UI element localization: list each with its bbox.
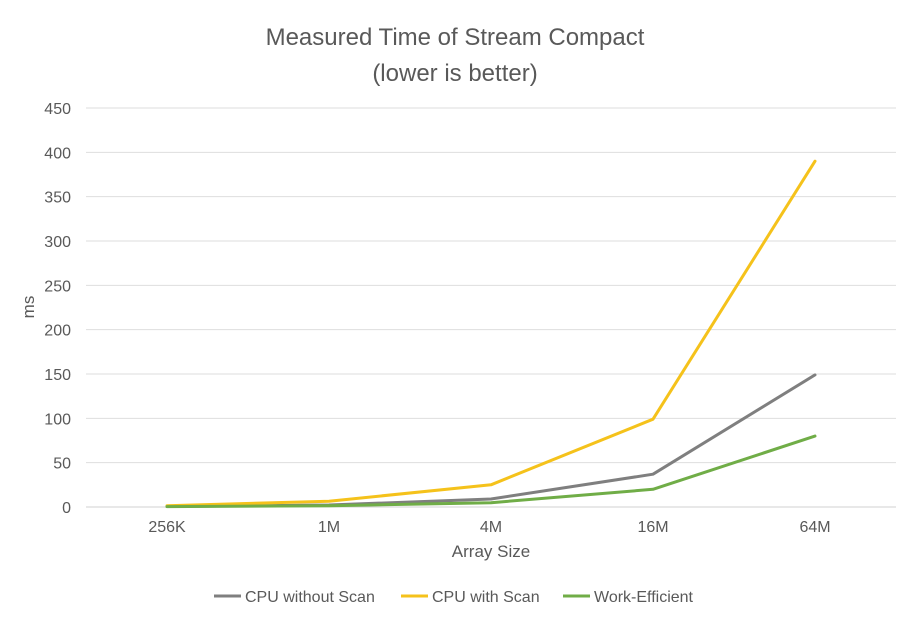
x-tick-label: 1M [318, 519, 340, 536]
y-tick-label: 450 [44, 101, 71, 118]
x-axis-ticks: 256K 1M 4M 16M 64M [148, 519, 830, 536]
y-tick-label: 250 [44, 278, 71, 295]
y-tick-label: 100 [44, 411, 71, 428]
legend: CPU without Scan CPU with Scan Work-Effici… [214, 589, 694, 606]
y-tick-label: 50 [53, 456, 71, 473]
y-tick-label: 0 [62, 500, 71, 517]
legend-entry: CPU without Scan [245, 589, 375, 606]
y-tick-label: 300 [44, 234, 71, 251]
x-tick-label: 64M [799, 519, 830, 536]
legend-entry: CPU with Scan [432, 589, 540, 606]
series-line-0 [165, 373, 817, 508]
y-tick-label: 400 [44, 145, 71, 162]
y-axis-ticks: 0 50 100 150 200 250 300 350 400 450 [44, 101, 71, 517]
x-tick-label: 16M [637, 519, 668, 536]
y-axis-label: ms [19, 296, 38, 319]
gridlines [86, 107, 896, 508]
chart-title: Measured Time of Stream Compact [266, 24, 645, 51]
series-line-2 [165, 434, 817, 509]
y-tick-label: 350 [44, 190, 71, 207]
x-tick-label: 4M [480, 519, 502, 536]
legend-entry: Work-Efficient [594, 589, 694, 606]
series-line-1 [165, 159, 817, 508]
x-tick-label: 256K [148, 519, 186, 536]
series-lines [165, 159, 817, 509]
y-tick-label: 200 [44, 323, 71, 340]
x-axis-label: Array Size [452, 542, 530, 561]
y-tick-label: 150 [44, 367, 71, 384]
chart-subtitle: (lower is better) [372, 60, 537, 87]
